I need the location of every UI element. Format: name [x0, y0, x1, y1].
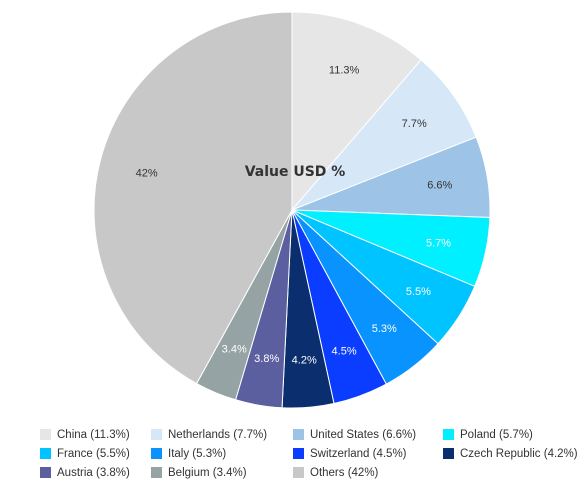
legend-swatch — [443, 448, 454, 459]
legend-swatch — [40, 429, 51, 440]
data-label-austria: 3.8% — [254, 353, 279, 365]
data-label-china: 11.3% — [329, 64, 360, 76]
legend-swatch — [40, 448, 51, 459]
chart-legend: China (11.3%) Netherlands (7.7%) United St… — [40, 425, 580, 482]
legend-item-china: China (11.3%) — [40, 429, 151, 441]
pie-slice-china — [291, 11, 422, 212]
legend-label: Others (42%) — [310, 466, 379, 479]
legend-label: Switzerland (4.5%) — [310, 447, 407, 460]
legend-item-netherlands: Netherlands (7.7%) — [151, 429, 293, 441]
legend-item-france: France (5.5%) — [40, 448, 151, 460]
legend-item-others: Others (42%) — [293, 467, 443, 479]
data-label-france: 5.5% — [406, 286, 431, 298]
legend-label: Austria (3.8%) — [57, 466, 130, 479]
legend-label: France (5.5%) — [57, 447, 130, 460]
pie-slice-netherlands — [291, 59, 477, 211]
legend-label: Poland (5.7%) — [460, 428, 533, 441]
legend-row: France (5.5%) Italy (5.3%) Switzerland (4.… — [40, 444, 580, 463]
data-label-netherlands: 7.7% — [402, 118, 427, 130]
legend-label: United States (6.6%) — [310, 428, 417, 441]
legend-item-austria: Austria (3.8%) — [40, 467, 151, 479]
legend-item-united-states: United States (6.6%) — [293, 429, 443, 441]
data-label-italy: 5.3% — [372, 323, 397, 335]
data-label-belgium: 3.4% — [222, 343, 247, 355]
legend-item-italy: Italy (5.3%) — [151, 448, 293, 460]
legend-swatch — [40, 467, 51, 478]
legend-label: Italy (5.3%) — [168, 447, 227, 460]
legend-item-poland: Poland (5.7%) — [443, 429, 563, 441]
legend-item-belgium: Belgium (3.4%) — [151, 467, 293, 479]
data-label-others: 42% — [136, 168, 158, 180]
legend-item-czech-republic: Czech Republic (4.2%) — [443, 448, 578, 460]
legend-swatch — [151, 448, 162, 459]
legend-label: Belgium (3.4%) — [168, 466, 247, 479]
pie-data-labels: 11.3% 7.7% 6.6% 5.7% 5.5% 5.3% 4.5% 4.2% 3.8% 3.4… — [136, 64, 453, 366]
legend-swatch — [151, 467, 162, 478]
legend-row: Austria (3.8%) Belgium (3.4%) Others (42%) — [40, 463, 580, 482]
data-label-poland: 5.7% — [426, 237, 451, 249]
legend-label: Czech Republic (4.2%) — [460, 447, 578, 460]
legend-swatch — [293, 448, 304, 459]
legend-row: China (11.3%) Netherlands (7.7%) United St… — [40, 425, 580, 444]
pie-slices — [93, 11, 491, 409]
legend-item-switzerland: Switzerland (4.5%) — [293, 448, 443, 460]
legend-label: China (11.3%) — [57, 428, 130, 441]
legend-label: Netherlands (7.7%) — [168, 428, 268, 441]
legend-swatch — [151, 429, 162, 440]
data-label-switzerland: 4.5% — [332, 346, 357, 358]
pie-slice-others — [93, 11, 293, 385]
legend-swatch — [293, 467, 304, 478]
chart-title: Value USD % — [245, 164, 346, 180]
legend-swatch — [293, 429, 304, 440]
data-label-czech-republic: 4.2% — [292, 355, 317, 367]
data-label-united-states: 6.6% — [427, 180, 452, 192]
legend-swatch — [443, 429, 454, 440]
